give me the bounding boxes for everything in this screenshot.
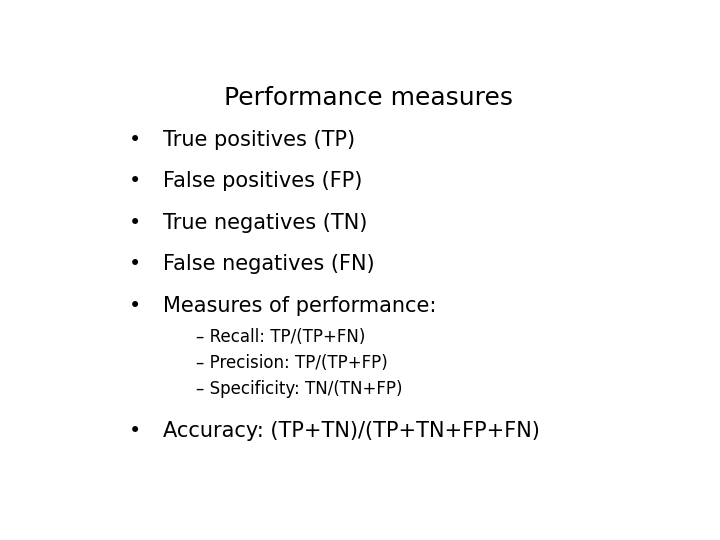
Text: Accuracy: (TP+TN)/(TP+TN+FP+FN): Accuracy: (TP+TN)/(TP+TN+FP+FN) — [163, 421, 539, 441]
Text: •: • — [129, 130, 141, 150]
Text: •: • — [129, 254, 141, 274]
Text: •: • — [129, 421, 141, 441]
Text: •: • — [129, 171, 141, 191]
Text: Performance measures: Performance measures — [225, 85, 513, 110]
Text: True negatives (TN): True negatives (TN) — [163, 213, 367, 233]
Text: – Specificity: TN/(TN+FP): – Specificity: TN/(TN+FP) — [196, 380, 402, 397]
Text: True positives (TP): True positives (TP) — [163, 130, 355, 150]
Text: False negatives (FN): False negatives (FN) — [163, 254, 374, 274]
Text: – Recall: TP/(TP+FN): – Recall: TP/(TP+FN) — [196, 328, 365, 346]
Text: False positives (FP): False positives (FP) — [163, 171, 362, 191]
Text: •: • — [129, 296, 141, 316]
Text: – Precision: TP/(TP+FP): – Precision: TP/(TP+FP) — [196, 354, 388, 372]
Text: Measures of performance:: Measures of performance: — [163, 296, 436, 316]
Text: •: • — [129, 213, 141, 233]
